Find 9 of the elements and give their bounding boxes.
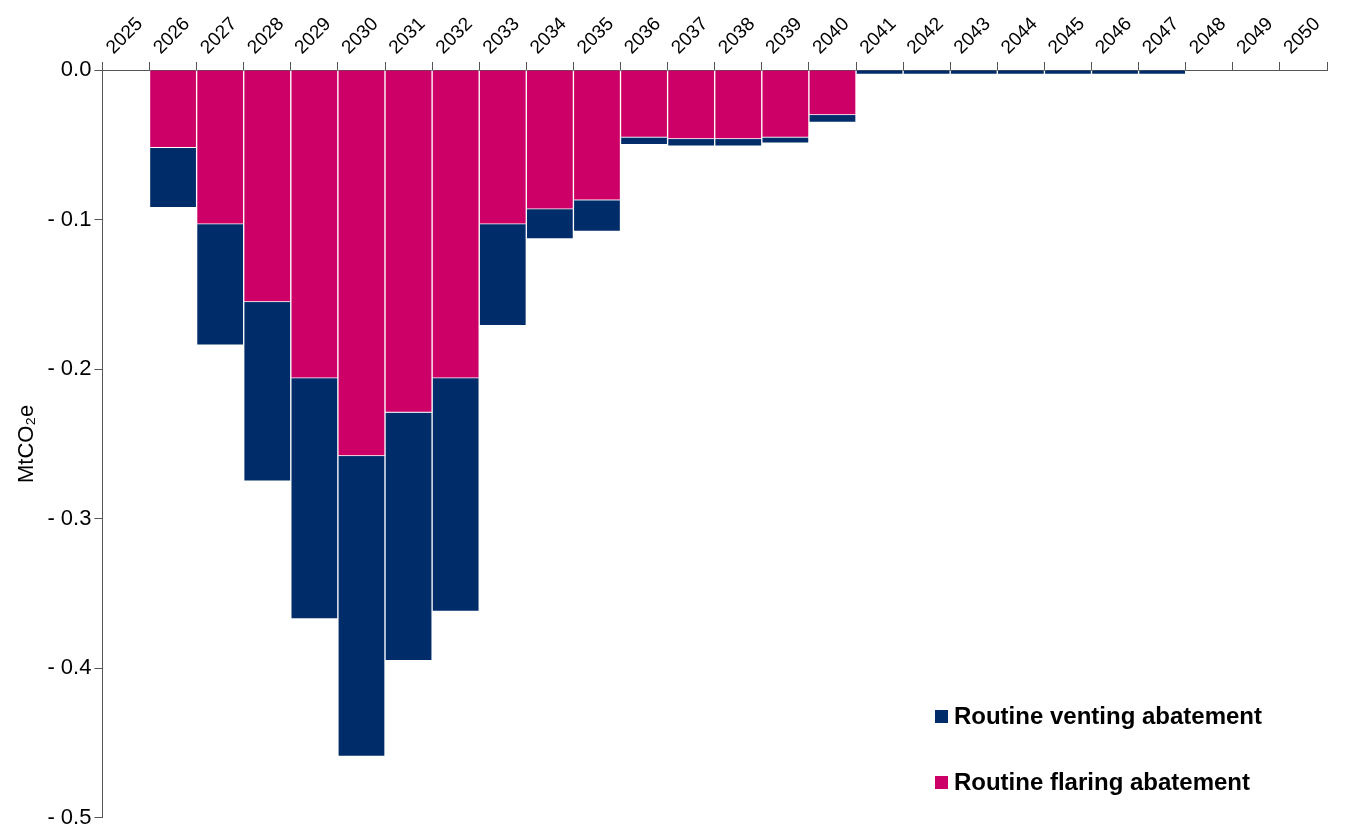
legend-label: Routine venting abatement [953, 702, 1262, 730]
y-tick-label: - 0.1 [47, 205, 92, 231]
y-axis-title: MtCO₂e [13, 404, 39, 484]
y-tick-label: - 0.4 [47, 654, 92, 680]
y-tick-label: - 0.2 [47, 355, 92, 381]
legend-label: Routine flaring abatement [953, 768, 1250, 796]
y-tick-label: - 0.5 [47, 803, 92, 829]
y-tick-label: - 0.3 [47, 504, 92, 530]
y-tick-label: 0.0 [60, 56, 92, 82]
